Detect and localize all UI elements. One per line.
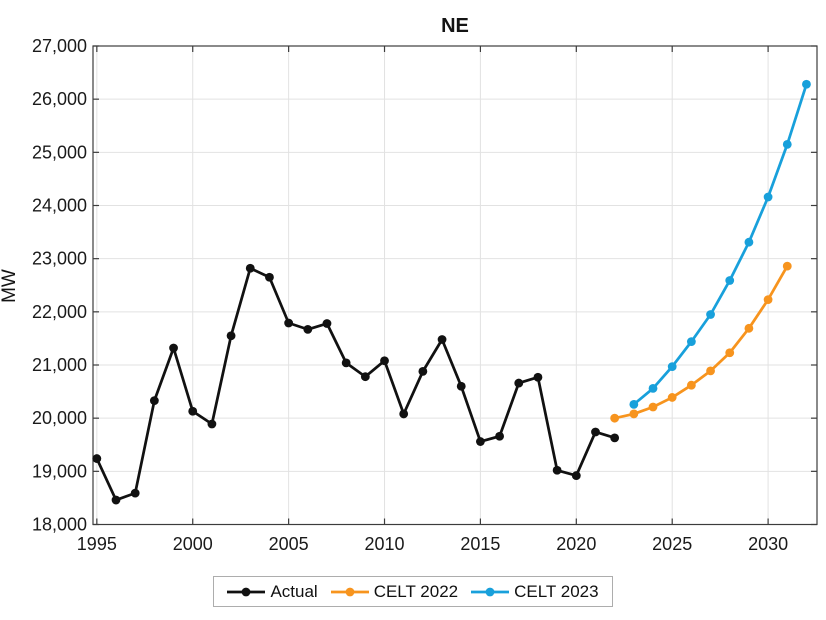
data-point-celt-2022	[686, 380, 696, 390]
data-point-actual	[360, 372, 370, 382]
legend-marker-actual	[227, 587, 266, 596]
data-point-celt-2023	[648, 383, 658, 393]
legend-marker-celt-2022	[330, 587, 369, 596]
data-point-celt-2022	[744, 323, 754, 333]
legend-item-actual: Actual	[227, 581, 318, 602]
legend-label-celt-2023: CELT 2023	[514, 581, 599, 601]
data-point-actual	[207, 419, 217, 429]
y-tick-label: 27,000	[32, 36, 87, 56]
x-tick-label: 2020	[556, 534, 596, 554]
data-point-actual	[380, 356, 389, 366]
data-point-celt-2022	[648, 402, 658, 412]
data-point-actual	[226, 331, 236, 341]
data-point-celt-2023	[686, 337, 696, 347]
data-point-actual	[571, 471, 581, 480]
data-point-celt-2023	[667, 362, 677, 371]
data-point-actual	[284, 318, 294, 328]
x-tick-label: 2010	[364, 534, 404, 554]
data-point-celt-2023	[782, 139, 792, 149]
y-tick-label: 24,000	[32, 196, 87, 216]
data-point-actual	[245, 263, 255, 273]
data-point-actual	[303, 324, 313, 334]
y-tick-label: 18,000	[32, 515, 87, 535]
data-point-actual	[399, 409, 409, 419]
x-tick-label: 2025	[652, 534, 692, 554]
data-point-celt-2023	[763, 192, 773, 202]
data-point-celt-2022	[763, 295, 773, 305]
data-point-actual	[456, 381, 466, 391]
x-tick-label: 2000	[173, 534, 213, 554]
x-tick-label: 2030	[748, 534, 788, 554]
y-tick-label: 26,000	[32, 89, 87, 109]
data-point-actual	[437, 335, 447, 344]
y-tick-label: 19,000	[32, 461, 87, 481]
data-point-actual	[111, 495, 121, 505]
data-point-celt-2023	[802, 79, 811, 89]
data-point-celt-2022	[725, 348, 735, 358]
data-point-actual	[322, 319, 332, 328]
legend-marker-celt-2023	[471, 587, 510, 596]
x-tick-label: 1995	[77, 534, 117, 554]
data-point-actual	[552, 465, 562, 475]
data-point-actual	[495, 431, 504, 441]
legend-item-celt-2023: CELT 2023	[471, 581, 599, 602]
data-point-actual	[514, 378, 524, 388]
series-line-actual	[95, 266, 616, 502]
data-point-celt-2023	[725, 276, 735, 285]
data-point-actual	[476, 437, 485, 446]
data-point-actual	[130, 488, 140, 498]
data-point-actual	[341, 358, 351, 368]
legend-label-celt-2022: CELT 2022	[373, 581, 459, 601]
data-point-celt-2022	[667, 393, 677, 402]
data-point-celt-2022	[782, 261, 792, 271]
data-point-actual	[149, 396, 159, 406]
data-point-actual	[418, 366, 428, 376]
y-tick-label: 22,000	[32, 302, 87, 322]
data-point-actual	[188, 406, 198, 416]
y-tick-label: 21,000	[32, 355, 87, 375]
data-point-celt-2023	[629, 399, 639, 409]
series-line-celt-2023	[632, 83, 808, 406]
series-line-celt-2022	[614, 265, 789, 420]
data-point-actual	[92, 454, 102, 463]
y-tick-label: 23,000	[32, 249, 87, 269]
data-point-actual	[533, 372, 543, 382]
data-point-celt-2022	[706, 366, 715, 376]
data-point-actual	[169, 343, 178, 353]
data-point-celt-2023	[706, 310, 715, 319]
legend-item-celt-2022: CELT 2022	[330, 581, 459, 602]
legend: Actual CELT 2022 CELT 2023	[213, 576, 613, 607]
y-tick-label: 20,000	[32, 408, 87, 428]
x-tick-label: 2015	[460, 534, 500, 554]
chart-title: NE	[441, 15, 469, 37]
x-tick-label: 2005	[269, 534, 309, 554]
y-tick-label: 25,000	[32, 142, 87, 162]
legend-label-actual: Actual	[270, 581, 318, 601]
data-point-actual	[610, 433, 620, 443]
data-point-celt-2022	[610, 413, 620, 423]
data-point-celt-2023	[744, 237, 754, 247]
data-point-actual	[265, 272, 274, 282]
data-point-actual	[591, 427, 600, 437]
data-point-celt-2022	[629, 409, 639, 419]
axis-box	[92, 45, 818, 526]
